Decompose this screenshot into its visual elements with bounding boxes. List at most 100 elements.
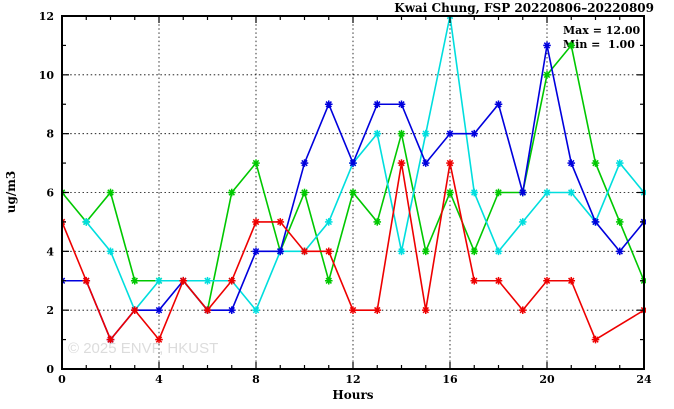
series-blue-marker (518, 188, 527, 197)
series-green-marker (567, 41, 576, 50)
series-red-marker (324, 247, 333, 256)
series-cyan-line (85, 15, 645, 312)
x-tick-label: 0 (58, 373, 66, 386)
annotation-max: Max = 12.00 (563, 24, 641, 37)
series-green-marker (106, 188, 115, 197)
series-blue-marker (324, 100, 333, 109)
series-red-marker (567, 276, 576, 285)
series-blue-marker (470, 129, 479, 138)
series-cyan-marker (543, 188, 551, 197)
series-cyan-marker (494, 247, 503, 256)
series-blue-marker (543, 41, 551, 50)
series-cyan-marker (82, 218, 91, 226)
series-red-marker (397, 159, 406, 167)
series-cyan-marker (324, 218, 333, 226)
x-tick-label: 4 (155, 373, 163, 386)
y-tick-label: 6 (46, 187, 54, 200)
series-red-marker (543, 276, 551, 285)
series-blue-marker (421, 159, 430, 167)
series-cyan-marker (518, 218, 527, 226)
series-blue-marker (349, 159, 357, 167)
series-cyan-marker (397, 247, 406, 256)
series-red-marker (591, 335, 600, 344)
series-red-marker (446, 159, 454, 167)
series-cyan-marker (252, 306, 260, 314)
series-cyan-marker (615, 159, 624, 167)
series-green-marker (373, 218, 382, 226)
y-tick-label: 12 (39, 10, 54, 23)
series-cyan (82, 15, 646, 314)
x-tick-label: 16 (442, 373, 458, 386)
series-red-marker (227, 276, 236, 285)
series-red-marker (518, 306, 527, 314)
y-axis-label: ug/m3 (4, 171, 18, 214)
series-red-marker (106, 335, 115, 344)
series-red-line (61, 162, 645, 342)
series-blue-marker (397, 100, 406, 109)
series-blue-marker (615, 247, 624, 256)
x-tick-label: 24 (636, 373, 652, 386)
series-green-marker (446, 188, 454, 197)
series-green-marker (615, 218, 624, 226)
y-tick-label: 10 (39, 69, 55, 82)
series-blue-marker (252, 247, 260, 256)
y-tick-label: 4 (46, 245, 54, 258)
series-blue-marker (494, 100, 503, 109)
series-green-marker (324, 276, 333, 285)
series-green-marker (543, 71, 551, 79)
series-blue-marker (276, 247, 285, 256)
series-red-marker (494, 276, 503, 285)
series-cyan-marker (106, 247, 115, 256)
series-red-marker (373, 306, 382, 314)
series-red-marker (300, 247, 309, 256)
x-tick-label: 20 (539, 373, 555, 386)
y-tick-label: 2 (46, 304, 54, 317)
series-red-marker (82, 276, 91, 285)
series-red-marker (349, 306, 357, 314)
series-blue-marker (155, 306, 163, 314)
axes (61, 15, 645, 370)
series-blue-marker (591, 218, 600, 226)
series-green-marker (300, 188, 309, 197)
series-red-marker (276, 218, 285, 226)
series-blue-marker (567, 159, 576, 167)
series-red-marker (203, 306, 212, 314)
series-green-marker (349, 188, 357, 197)
x-tick-label: 12 (345, 373, 360, 386)
series-cyan-marker (373, 129, 382, 138)
watermark: © 2025 ENVF, HKUST (68, 340, 218, 357)
series-red-marker (470, 276, 479, 285)
series-green-marker (397, 129, 406, 138)
series-green-marker (494, 188, 503, 197)
series-green-marker (470, 247, 479, 256)
series-cyan-marker (203, 276, 212, 285)
series-cyan-marker (567, 188, 576, 197)
series-blue-marker (227, 306, 236, 314)
series-green-marker (227, 188, 236, 197)
series-green-marker (130, 276, 139, 285)
x-tick-label: 8 (252, 373, 260, 386)
series-red-marker (179, 276, 188, 285)
series-red-marker (130, 306, 139, 314)
series-green-marker (252, 159, 260, 167)
x-axis-label: Hours (332, 388, 373, 402)
series-red-marker (252, 218, 260, 226)
annotation-min: Min = 1.00 (563, 38, 635, 51)
series-blue-marker (446, 129, 454, 138)
series-blue-marker (300, 159, 309, 167)
series-red-marker (421, 306, 430, 314)
series-blue-marker (373, 100, 382, 109)
y-tick-label: 0 (46, 363, 54, 376)
series-cyan-marker (470, 188, 479, 197)
series-green-marker (421, 247, 430, 256)
series-cyan-marker (155, 276, 163, 285)
series-red-marker (155, 335, 163, 344)
series-green-marker (591, 159, 600, 167)
chart-title: Kwai Chung, FSP 20220806–20220809 (394, 1, 654, 15)
y-tick-label: 8 (46, 128, 54, 141)
data-series (61, 15, 646, 344)
series-cyan-marker (421, 129, 430, 138)
